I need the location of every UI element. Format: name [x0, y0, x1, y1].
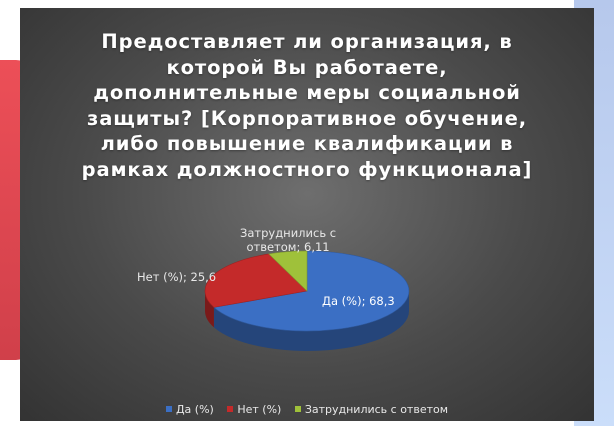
- pie-chart: [204, 250, 410, 352]
- legend-label-no: Нет (%): [237, 403, 282, 416]
- chart-panel: Предоставляет ли организация, в которой …: [20, 8, 594, 421]
- chart-title-line-5: либо повышение квалификации в: [100, 132, 514, 155]
- chart-title-line-4: защиты? [Корпоративное обучение,: [86, 106, 528, 130]
- legend-label-yes: Да (%): [175, 403, 214, 416]
- legend-item-hard: Затруднились с ответом: [294, 403, 449, 416]
- pie-slice-no-side: [205, 291, 214, 328]
- legend-item-yes: Да (%): [165, 403, 214, 416]
- legend-label-hard: Затруднились с ответом: [304, 403, 449, 416]
- chart-title-line-3: дополнительные меры социальной: [93, 81, 521, 104]
- legend-swatch-yes: [165, 406, 172, 412]
- pie-slice-yes-side: [213, 291, 409, 352]
- chart-title-line-1: Предоставляет ли организация, в: [101, 30, 513, 53]
- pie-sides: [205, 291, 409, 352]
- pie-slice-hard: [268, 250, 308, 292]
- legend-swatch-no: [227, 406, 234, 412]
- data-label-hard: Затруднились с ответом; 6,11: [240, 226, 336, 254]
- legend-swatch-hard: [294, 406, 301, 412]
- chart-title-line-6: рамках должностного функционала]: [81, 157, 533, 181]
- chart-title: Предоставляет ли организация, в которой …: [60, 29, 554, 182]
- data-label-no: Нет (%); 25,6: [137, 270, 217, 284]
- data-label-hard-line-2: ответом; 6,11: [246, 240, 330, 254]
- pie-slice-no: [204, 253, 308, 308]
- chart-title-line-2: которой Вы работаете,: [166, 55, 448, 79]
- pie-slice-yes: [213, 250, 410, 332]
- legend-item-no: Нет (%): [227, 403, 281, 416]
- data-label-hard-line-1: Затруднились с: [240, 226, 337, 240]
- data-label-yes: Да (%); 68,3: [322, 294, 395, 308]
- legend: Да (%) Нет (%) Затруднились с ответом: [20, 403, 594, 416]
- pie-tops: [204, 250, 410, 332]
